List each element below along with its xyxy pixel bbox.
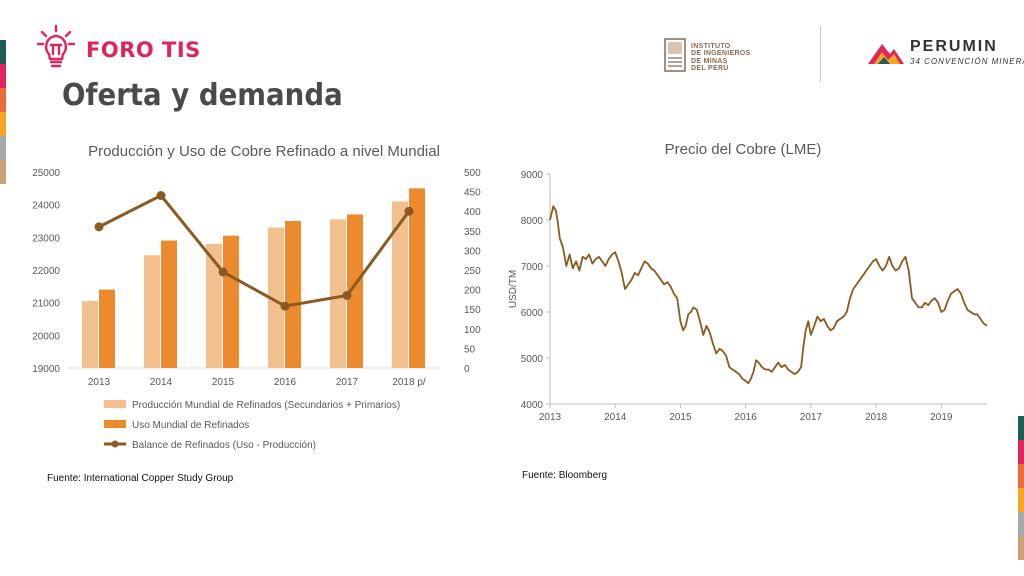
color-bar: [0, 112, 6, 136]
balance-point: [404, 206, 414, 216]
bar-uso: [285, 221, 301, 368]
bar-produccion: [392, 201, 408, 368]
balance-point: [94, 222, 104, 232]
y2-tick-label: 150: [464, 305, 481, 316]
x-tick-label: 2018: [865, 412, 888, 423]
color-bar: [1018, 512, 1024, 536]
bar-produccion: [330, 219, 346, 368]
y-tick-label: 4000: [521, 400, 544, 411]
institute-crest-icon: [664, 38, 686, 77]
y-tick-label: 25000: [32, 168, 60, 179]
precio-cobre-chart: Precio del Cobre (LME) USD/TM 4000 5000 6000…: [508, 141, 988, 423]
left-color-bars: [0, 40, 6, 184]
y-tick-label: 19000: [32, 364, 60, 375]
y2-tick-label: 300: [464, 246, 481, 257]
balance-line: [98, 193, 411, 308]
x-tick-label: 2014: [150, 377, 173, 388]
bar-uso: [99, 289, 115, 368]
balance-point: [218, 267, 228, 277]
institute-name: INSTITUTO DE INGENIEROS DE MINAS DEL PER…: [691, 42, 751, 73]
mountain-logo-icon: [866, 44, 906, 72]
x-tick-label: 2015: [669, 412, 692, 423]
y2-tick-label: 450: [464, 188, 481, 199]
color-bar: [0, 40, 6, 64]
color-bar: [0, 64, 6, 88]
y2-tick-label: 400: [464, 207, 481, 218]
y2-tick-label: 200: [464, 286, 481, 297]
balance-point: [280, 301, 290, 311]
y-tick-label: 20000: [32, 331, 60, 342]
brand-name: FORO TIS: [86, 37, 201, 62]
y-tick-label: 6000: [521, 308, 544, 319]
bar-uso: [409, 188, 425, 368]
y2-tick-label: 100: [464, 325, 481, 336]
legend-label-produccion: Producción Mundial de Refinados (Secunda…: [132, 400, 400, 411]
right-color-bars: [1018, 416, 1024, 560]
color-bar: [1018, 464, 1024, 488]
x-tick-label: 2015: [212, 377, 235, 388]
legend-swatch-uso: [104, 420, 126, 428]
source-left: Fuente: International Copper Study Group: [47, 473, 234, 484]
y-tick-label: 7000: [521, 262, 544, 273]
x-tick-label: 2017: [800, 412, 823, 423]
legend-label-uso: Uso Mundial de Refinados: [132, 420, 249, 431]
color-bar: [1018, 536, 1024, 560]
color-bar: [0, 160, 6, 184]
bar-uso: [223, 235, 239, 368]
y2-tick-label: 250: [464, 266, 481, 277]
legend-marker-balance: [111, 440, 119, 448]
y-tick-label: 23000: [32, 233, 60, 244]
page-title: Oferta y demanda: [62, 78, 343, 113]
bar-produccion: [144, 255, 160, 368]
y2-tick-label: 350: [464, 227, 481, 238]
x-tick-label: 2016: [274, 377, 297, 388]
institute-logo: INSTITUTO DE INGENIEROS DE MINAS DEL PER…: [664, 38, 751, 77]
y2-tick-label: 0: [464, 364, 470, 375]
y-tick-label: 24000: [32, 201, 60, 212]
y-tick-label: 5000: [521, 354, 544, 365]
x-tick-label: 2017: [336, 377, 359, 388]
y-axis-label: USD/TM: [508, 270, 519, 308]
balance-point: [342, 290, 352, 300]
color-bar: [0, 136, 6, 160]
bar-uso: [161, 240, 177, 368]
brand: FORO TIS: [36, 24, 201, 75]
y-tick-label: 9000: [521, 170, 544, 181]
legend-swatch-produccion: [104, 400, 126, 408]
y-tick-label: 21000: [32, 299, 60, 310]
header-divider: [820, 26, 821, 82]
x-tick-label: 2014: [604, 412, 627, 423]
bar-produccion: [82, 301, 98, 368]
chart-title: Precio del Cobre (LME): [665, 141, 822, 158]
chart-title: Producción y Uso de Cobre Refinado a niv…: [88, 143, 440, 160]
y-tick-label: 22000: [32, 266, 60, 277]
source-right: Fuente: Bloomberg: [522, 470, 608, 481]
x-tick-label: 2016: [735, 412, 758, 423]
price-line: [549, 205, 988, 385]
color-bar: [1018, 416, 1024, 440]
color-bar: [1018, 440, 1024, 464]
x-tick-label: 2013: [539, 412, 562, 423]
x-tick-label: 2019: [930, 412, 953, 423]
x-tick-label: 2018 p/: [392, 377, 426, 388]
y-tick-label: 8000: [521, 216, 544, 227]
produccion-uso-chart: Producción y Uso de Cobre Refinado a niv…: [32, 143, 481, 451]
lightbulb-icon: [36, 24, 76, 75]
color-bar: [0, 88, 6, 112]
perumin-subtitle: 34 CONVENCIÓN MINERA: [910, 57, 1024, 66]
bar-produccion: [268, 227, 284, 368]
x-tick-label: 2013: [88, 377, 111, 388]
bar-produccion: [206, 243, 222, 368]
perumin-logo: PERUMIN 34 CONVENCIÓN MINERA: [866, 38, 1024, 73]
bar-uso: [347, 214, 363, 368]
perumin-name: PERUMIN: [910, 38, 998, 55]
y2-tick-label: 50: [464, 344, 476, 355]
legend-label-balance: Balance de Refinados (Uso - Producción): [132, 440, 316, 451]
balance-point: [156, 191, 166, 201]
color-bar: [1018, 488, 1024, 512]
y2-tick-label: 500: [464, 168, 481, 179]
